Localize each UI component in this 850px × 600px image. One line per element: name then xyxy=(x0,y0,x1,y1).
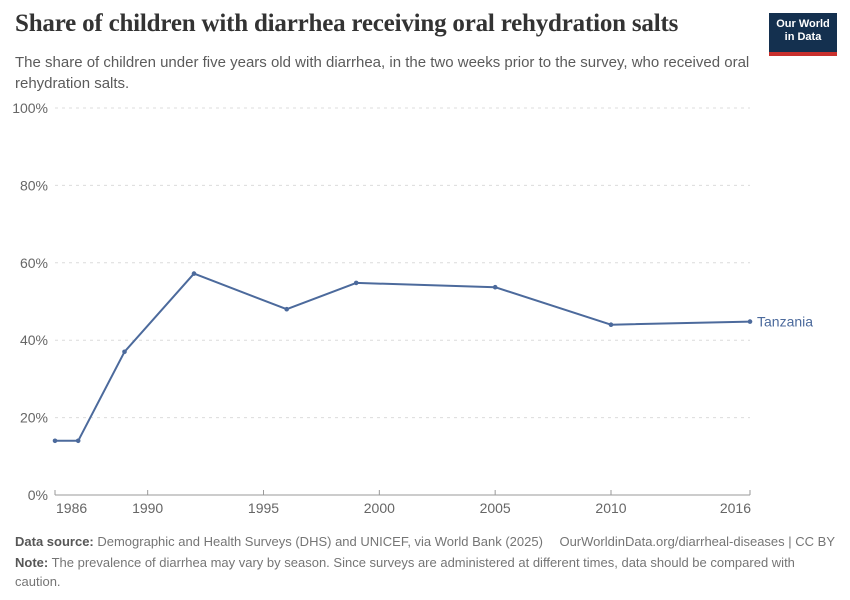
y-axis-label: 40% xyxy=(20,332,48,348)
data-line[interactable] xyxy=(54,272,751,442)
data-point[interactable] xyxy=(122,349,127,355)
data-point[interactable] xyxy=(75,438,81,444)
data-point[interactable] xyxy=(191,271,197,276)
chart-plot-area[interactable]: 0% 20% 40% 60% 80% 100% 1986 1990 1995 2000 2005 20… xyxy=(0,0,850,530)
data-point[interactable] xyxy=(353,280,359,286)
chart-subtitle: The share of children under five years o… xyxy=(15,54,750,92)
data-point[interactable] xyxy=(284,306,290,312)
x-axis-label: 2000 xyxy=(364,500,395,516)
x-axis-label: 1986 xyxy=(56,500,87,516)
chart-title: Share of children with diarrhea receivin… xyxy=(15,10,679,37)
data-point[interactable] xyxy=(52,438,58,444)
data-source-label: Data source: xyxy=(15,534,94,549)
y-axis-label: 80% xyxy=(20,177,48,193)
data-source-text: Demographic and Health Surveys (DHS) and… xyxy=(93,534,543,549)
x-axis-label: 2005 xyxy=(480,500,511,516)
note-label: Note: xyxy=(15,555,49,570)
data-point[interactable] xyxy=(492,284,498,290)
data-point[interactable] xyxy=(608,322,614,328)
series-end-label[interactable]: Tanzania xyxy=(757,314,813,330)
y-axis-label: 100% xyxy=(12,100,48,116)
data-source-line: Data source: Demographic and Health Surv… xyxy=(15,534,543,549)
y-axis-label: 0% xyxy=(28,487,48,503)
x-axis-label: 2010 xyxy=(595,500,626,516)
data-point[interactable] xyxy=(747,319,753,324)
owid-logo-line2: in Data xyxy=(784,31,822,43)
note-text: The prevalence of diarrhea may vary by s… xyxy=(15,555,795,589)
x-axis-label: 2016 xyxy=(720,500,751,516)
y-axis-label: 60% xyxy=(20,255,48,271)
owid-logo-line1: Our World xyxy=(776,18,830,30)
attribution-link[interactable]: OurWorldinData.org/diarrheal-diseases | … xyxy=(559,534,835,549)
owid-logo[interactable]: Our World in Data xyxy=(769,13,837,56)
x-axis-label: 1995 xyxy=(248,500,279,516)
y-axis-label: 20% xyxy=(20,410,48,426)
chart-note: Note: The prevalence of diarrhea may var… xyxy=(15,553,815,591)
x-axis-label: 1990 xyxy=(132,500,163,516)
